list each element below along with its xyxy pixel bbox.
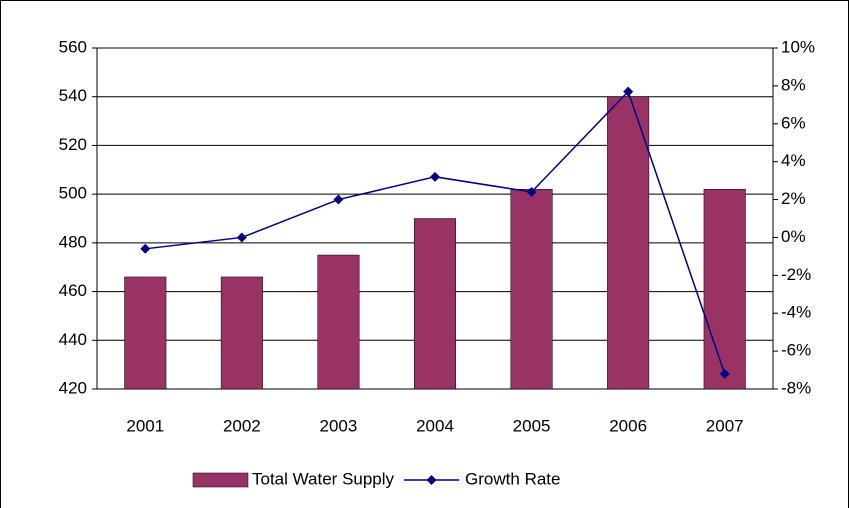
x-tick-label: 2005 [513, 416, 551, 435]
y-tick-label: 440 [59, 330, 87, 349]
y-tick-label: 480 [59, 232, 87, 251]
y-tick-label: 460 [59, 281, 87, 300]
x-tick-label: 2004 [416, 416, 454, 435]
y-tick-label: 420 [59, 378, 87, 397]
marker [719, 368, 730, 379]
x-tick-label: 2002 [223, 416, 261, 435]
y2-tick-label: -8% [781, 378, 811, 397]
x-tick-label: 2007 [706, 416, 744, 435]
y2-tick-label: -6% [781, 341, 811, 360]
y2-tick-label: -4% [781, 303, 811, 322]
y2-tick-label: 10% [781, 37, 815, 56]
bar [703, 189, 746, 390]
marker [430, 171, 440, 182]
y-tick-label: 540 [59, 86, 87, 105]
marker [623, 86, 634, 97]
y2-tick-label: 2% [781, 189, 806, 208]
legend-marker [426, 475, 437, 485]
x-tick-label: 2006 [609, 416, 647, 435]
y-tick-label: 560 [59, 37, 87, 56]
bar [124, 276, 167, 390]
y-tick-label: 500 [59, 184, 87, 203]
marker [140, 243, 151, 254]
x-tick-label: 2003 [320, 416, 358, 435]
bar [220, 276, 263, 390]
x-tick-label: 2001 [126, 416, 164, 435]
bar [317, 254, 360, 390]
y-tick-label: 520 [59, 135, 87, 154]
legend-label: Total Water Supply [252, 469, 395, 488]
y2-tick-label: 6% [781, 113, 806, 132]
marker [333, 194, 344, 205]
y2-tick-label: 0% [781, 227, 806, 246]
marker [526, 186, 537, 197]
y2-tick-label: 8% [781, 75, 806, 94]
y2-tick-label: 4% [781, 151, 806, 170]
legend-label: Growth Rate [465, 469, 560, 488]
bar [413, 218, 457, 390]
legend-swatch [192, 472, 249, 488]
bar [607, 96, 650, 390]
bar [510, 189, 553, 390]
y2-tick-label: -2% [781, 265, 811, 284]
marker [236, 232, 247, 243]
